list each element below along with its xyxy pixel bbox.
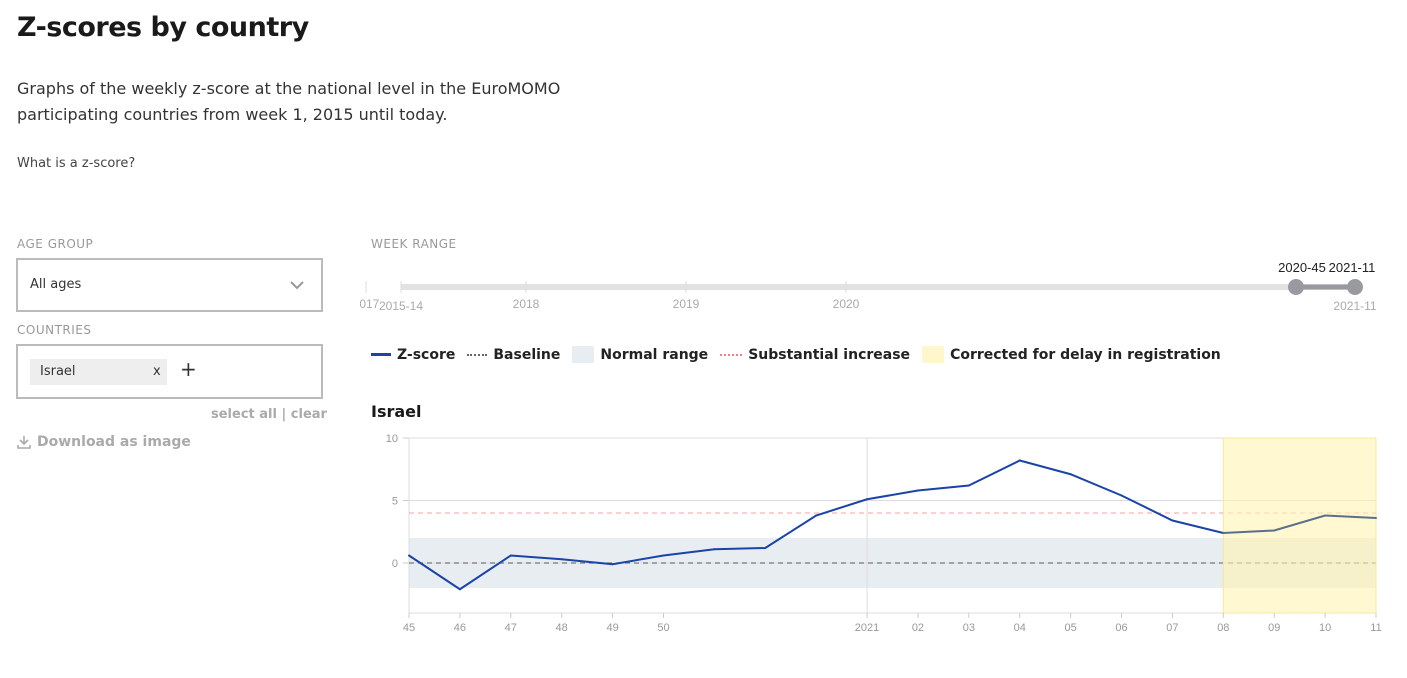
data-point	[967, 484, 970, 487]
data-point	[560, 558, 563, 561]
selected-from-label: 2020-45	[1278, 260, 1326, 275]
data-point	[1273, 529, 1276, 532]
zscore-line-corrected	[1223, 514, 1377, 534]
slider-tick-label: 2020	[833, 297, 860, 311]
countries-select[interactable]: Israel x +	[16, 344, 323, 399]
corrected-delay-band	[1222, 437, 1377, 614]
remove-country-button[interactable]: x	[153, 364, 161, 379]
data-point	[713, 548, 716, 551]
country-tag-label: Israel	[40, 364, 76, 379]
x-tick-label: 47	[505, 622, 517, 634]
data-point	[916, 489, 919, 492]
normal-range-band	[409, 538, 1376, 588]
intro-text: Graphs of the weekly z-score at the nati…	[17, 79, 561, 124]
data-point	[1018, 459, 1021, 462]
x-tick-label: 04	[1014, 622, 1026, 634]
add-country-button[interactable]: +	[180, 357, 197, 381]
week-range-slider[interactable]: 20162017201820192020 2015-14 2021-11 202…	[360, 255, 1400, 320]
data-point	[1324, 514, 1327, 517]
y-tick-label: 10	[386, 433, 398, 445]
x-tick-label: 45	[403, 622, 415, 634]
x-tick-label: 08	[1217, 622, 1229, 634]
x-tick-label: 09	[1268, 622, 1280, 634]
x-tick-label: 05	[1065, 622, 1077, 634]
data-point	[408, 554, 410, 557]
data-point	[1069, 473, 1072, 476]
data-point	[611, 563, 614, 566]
chart-legend: Z-score Baseline Normal range Substantia…	[371, 346, 1233, 363]
legend-corrected: Corrected for delay in registration	[922, 346, 1221, 363]
y-tick-label: 5	[392, 496, 398, 508]
x-tick-label: 2021	[855, 622, 879, 634]
range-end-label: 2021-11	[1333, 299, 1376, 313]
zscore-line	[408, 459, 1224, 591]
age-group-select[interactable]: All ages	[16, 258, 323, 312]
x-tick-label: 10	[1319, 622, 1331, 634]
data-point	[662, 554, 665, 557]
age-group-label: AGE GROUP	[17, 237, 94, 251]
chart-title: Israel	[371, 402, 422, 421]
what-is-zscore-link[interactable]: What is a z-score?	[17, 156, 136, 171]
x-tick-label: 46	[454, 622, 466, 634]
data-point	[764, 547, 767, 549]
download-image-button[interactable]: Download as image	[17, 434, 191, 450]
x-tick-label: 03	[963, 622, 975, 634]
download-label: Download as image	[37, 434, 191, 450]
countries-label: COUNTRIES	[17, 323, 92, 337]
data-point	[1375, 517, 1377, 519]
legend-zscore: Z-score	[371, 347, 455, 363]
data-point	[815, 514, 818, 517]
page-title: Z-scores by country	[17, 12, 309, 43]
x-tick-label: 50	[657, 622, 669, 634]
chevron-down-icon	[290, 281, 304, 290]
slider-tick-label: 2018	[513, 297, 540, 311]
download-icon	[17, 436, 31, 449]
y-tick-label: 0	[392, 558, 398, 570]
legend-substantial-increase: Substantial increase	[720, 347, 910, 363]
country-tag: Israel x	[30, 359, 167, 385]
x-tick-label: 06	[1115, 622, 1127, 634]
data-point	[458, 588, 461, 591]
data-point	[1120, 494, 1123, 497]
x-tick-label: 07	[1166, 622, 1178, 634]
week-range-label: WEEK RANGE	[371, 237, 457, 251]
slider-tick-label: 2017	[360, 297, 380, 311]
data-point	[1222, 532, 1225, 534]
select-all-link[interactable]: select all	[211, 407, 277, 422]
slider-tick-label: 2019	[673, 297, 700, 311]
data-point	[1171, 519, 1174, 522]
separator: |	[281, 407, 287, 422]
legend-normal-range: Normal range	[572, 346, 708, 363]
range-handle-end[interactable]	[1347, 279, 1363, 295]
x-tick-label: 48	[556, 622, 568, 634]
x-tick-label: 49	[606, 622, 618, 634]
range-handle-start[interactable]	[1288, 279, 1304, 295]
selected-to-label: 2021-11	[1329, 260, 1376, 275]
clear-link[interactable]: clear	[290, 407, 327, 422]
x-tick-label: 11	[1370, 622, 1381, 634]
x-tick-label: 02	[912, 622, 924, 634]
range-start-label: 2015-14	[379, 299, 423, 313]
age-group-value: All ages	[30, 277, 82, 292]
data-point	[866, 498, 869, 501]
legend-baseline: Baseline	[467, 347, 560, 363]
data-point	[509, 554, 512, 557]
